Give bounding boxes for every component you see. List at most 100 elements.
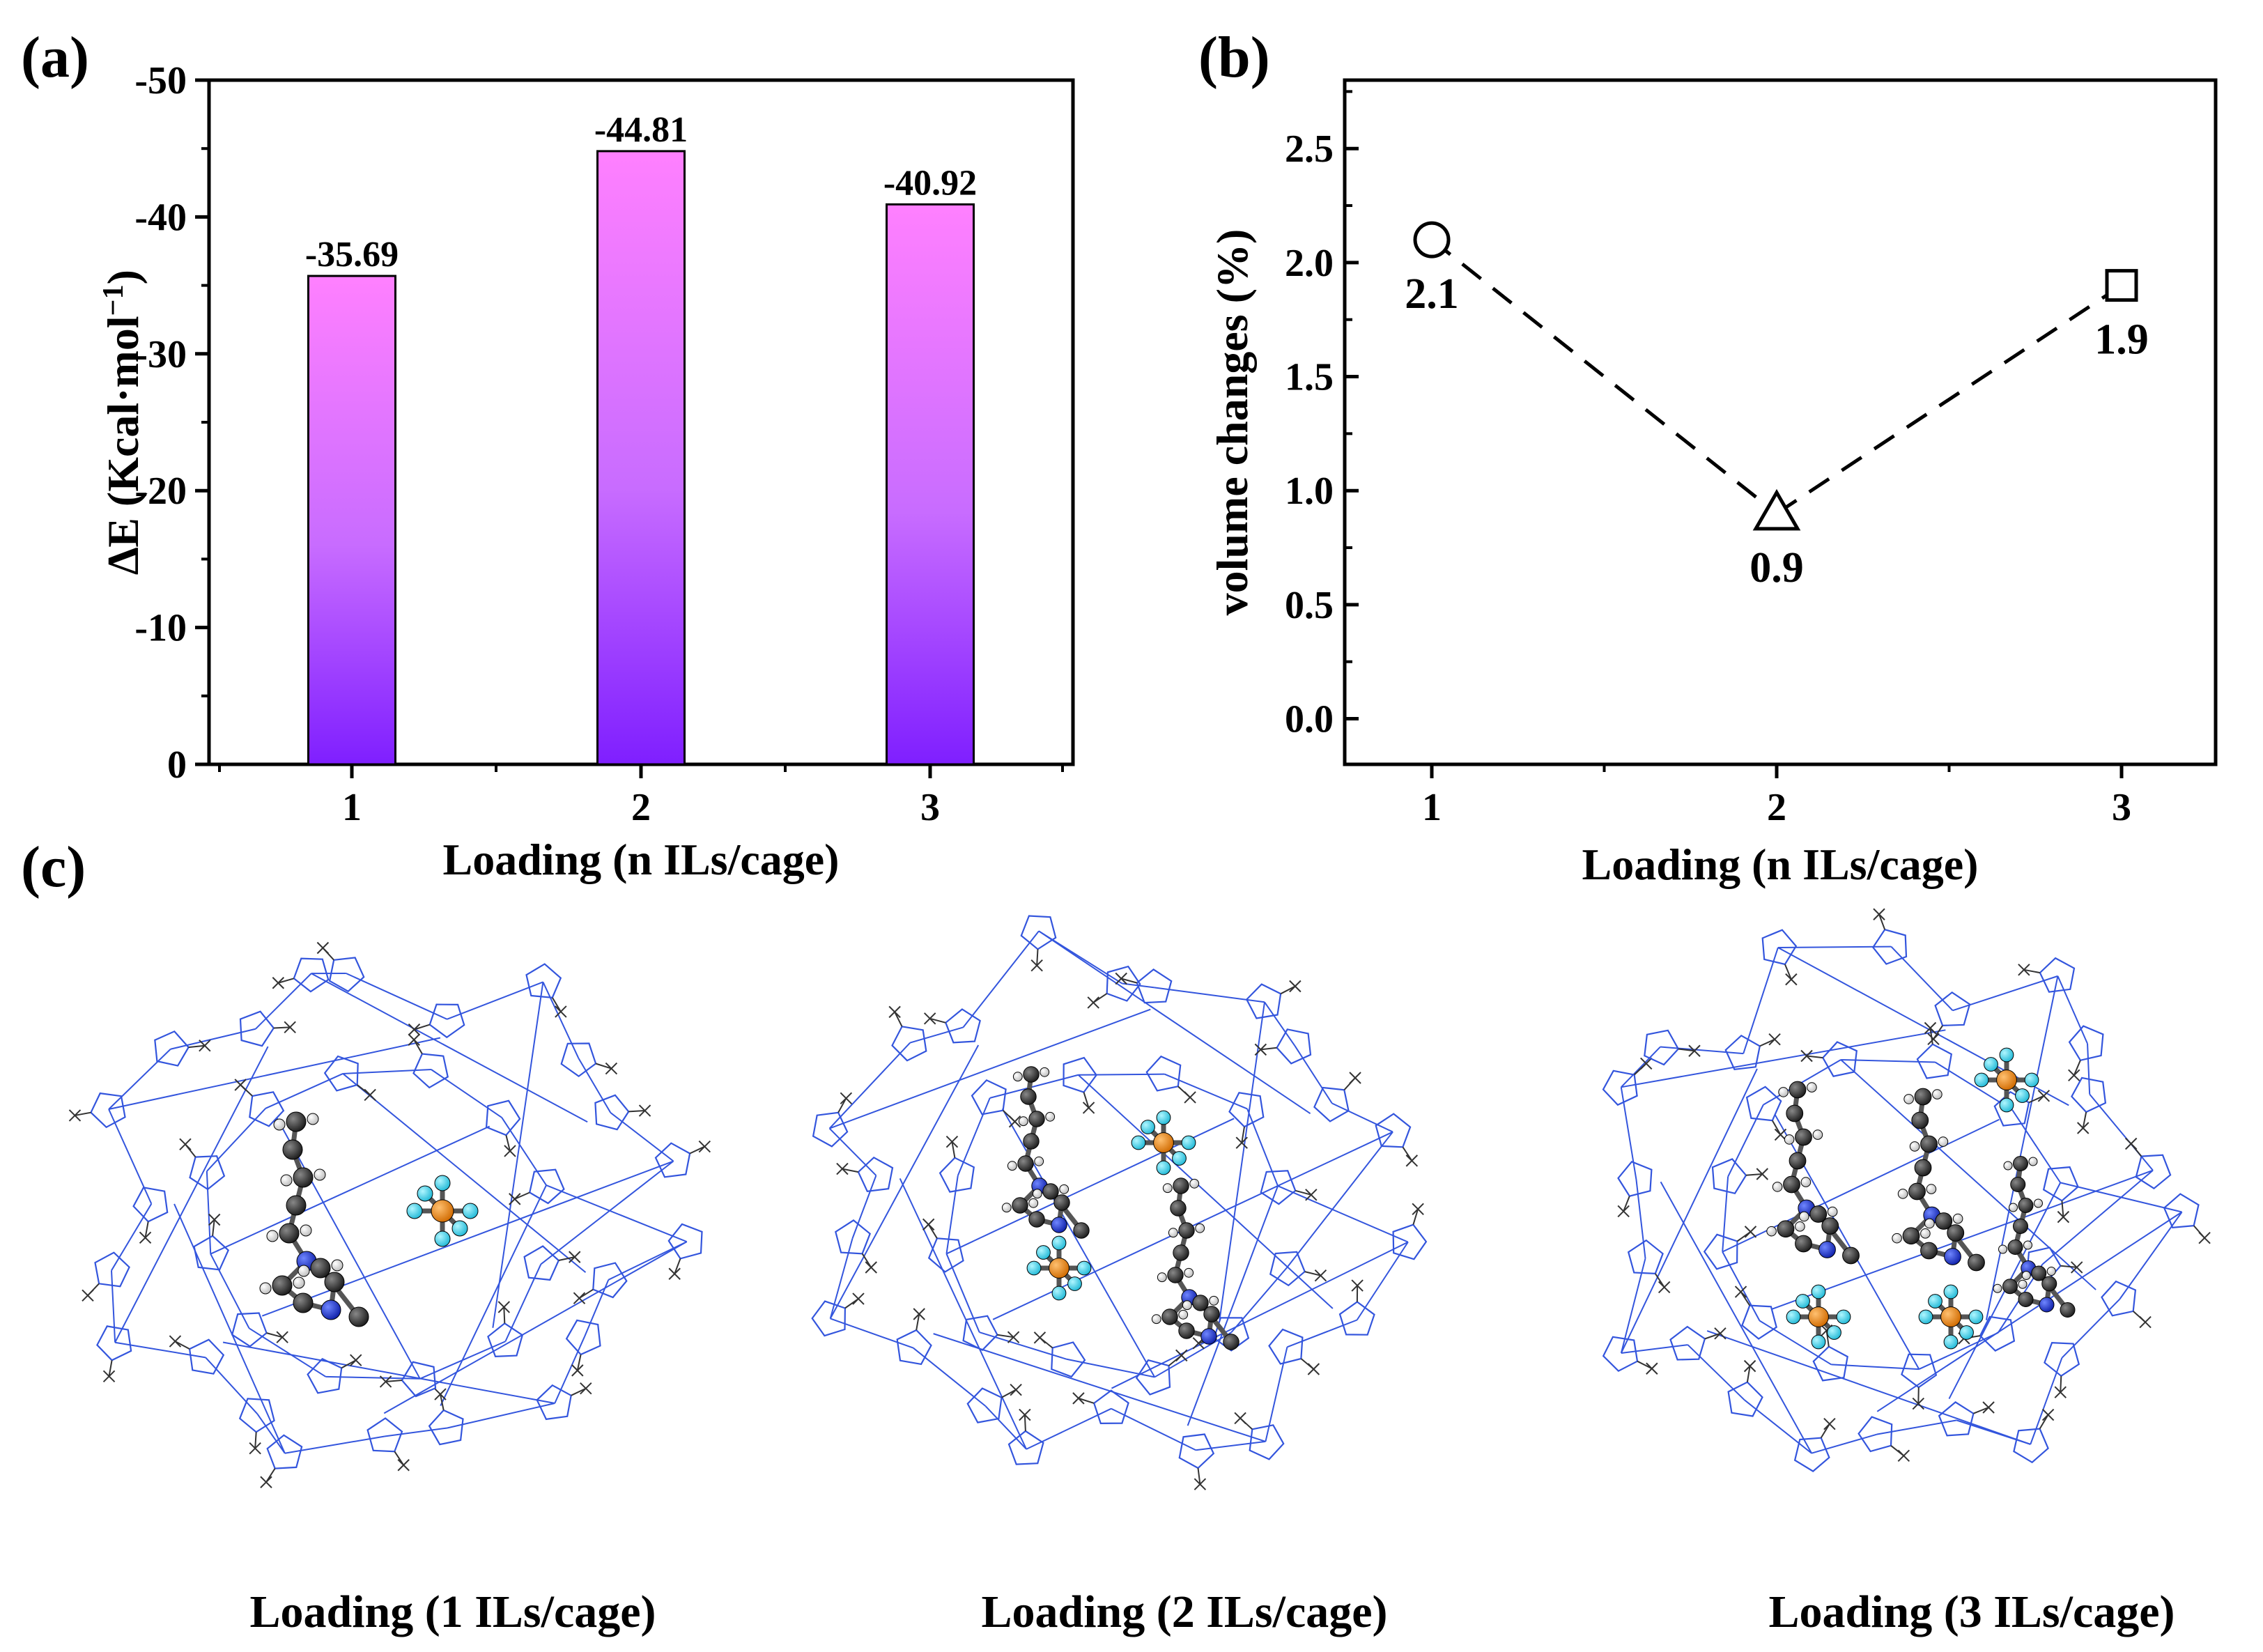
framework-link bbox=[1331, 1102, 1393, 1133]
methyl-bond bbox=[1194, 1478, 1207, 1490]
methyl-bond bbox=[1024, 1414, 1026, 1431]
framework-link bbox=[261, 1160, 674, 1317]
methyl-bond bbox=[514, 1191, 530, 1200]
framework-link bbox=[1219, 1002, 1266, 1320]
framework-link bbox=[945, 1253, 980, 1333]
framework-link bbox=[1831, 1364, 1920, 1371]
methyl-bond bbox=[2124, 1137, 2138, 1150]
hydrogen-atom bbox=[1766, 1226, 1777, 1237]
methyl-bond bbox=[1678, 1048, 1695, 1052]
phosphorus-atom bbox=[1049, 1258, 1069, 1279]
imidazolate-ring bbox=[1269, 1251, 1306, 1287]
carbon-atom bbox=[1968, 1253, 1985, 1272]
fluorine-atom bbox=[1918, 1309, 1933, 1325]
methyl-bond bbox=[212, 1219, 215, 1236]
framework-link bbox=[828, 1042, 911, 1129]
fluorine-atom bbox=[2024, 1072, 2039, 1088]
hydrogen-atom bbox=[1778, 1087, 1789, 1097]
imidazolate-ring bbox=[1724, 1034, 1761, 1070]
framework-link bbox=[504, 1263, 542, 1342]
methyl-bond bbox=[894, 1011, 903, 1027]
fluorine-atom bbox=[1943, 1284, 1959, 1299]
imidazolate-ring bbox=[2101, 1280, 2137, 1317]
hydrogen-atom bbox=[1045, 1111, 1056, 1122]
carbon-atom bbox=[310, 1258, 331, 1279]
methyl-bond bbox=[674, 1258, 681, 1274]
methyl-bond bbox=[1234, 1412, 1246, 1425]
imidazolate-ring bbox=[2044, 1341, 2080, 1377]
y-tick-label-b: 0.0 bbox=[1285, 698, 1334, 741]
imidazolate-ring bbox=[927, 1237, 964, 1273]
framework-link bbox=[1722, 1251, 1761, 1321]
fluorine-atom bbox=[1811, 1284, 1826, 1299]
carbon-atom bbox=[2010, 1177, 2026, 1192]
methyl-bond bbox=[174, 1341, 190, 1350]
imidazolate-ring bbox=[1007, 1430, 1044, 1465]
framework-link bbox=[945, 1175, 959, 1254]
methyl-bond bbox=[284, 1021, 296, 1034]
y-tick-label-a: -50 bbox=[134, 59, 187, 102]
nitrogen-atom bbox=[1051, 1217, 1067, 1233]
methyl-bond bbox=[1743, 1359, 1756, 1373]
framework-link bbox=[1743, 947, 1779, 1054]
scatter-chart-b: 0.0 0.5 1.0 1.5 2.0 2.5 1 2 3 2.1 0.9 1.9 Loading… bbox=[1207, 78, 2218, 889]
methyl-bond bbox=[1019, 1408, 1031, 1421]
y-tick-label-a: -20 bbox=[134, 470, 187, 513]
methyl-bond bbox=[504, 1145, 516, 1157]
framework-link bbox=[1154, 987, 1265, 1003]
x-tick-label-b: 1 bbox=[1422, 786, 1442, 829]
methyl-bond bbox=[2073, 1060, 2081, 1076]
methyl-bond bbox=[913, 1308, 925, 1320]
y-axis-title-a-sup: −1 bbox=[98, 284, 130, 316]
methyl-bond bbox=[1289, 980, 1302, 993]
carbon-atom bbox=[2031, 1265, 2047, 1281]
framework-link bbox=[108, 1037, 441, 1110]
framework-link bbox=[1038, 930, 1311, 1114]
methyl-bond bbox=[179, 1138, 192, 1151]
carbon-atom bbox=[1911, 1111, 1929, 1129]
imidazolate-ring bbox=[90, 1092, 126, 1129]
fluorine-atom bbox=[406, 1203, 423, 1219]
y-tick-label-a: -40 bbox=[134, 196, 187, 239]
carbon-atom bbox=[1789, 1152, 1807, 1170]
hydrogen-atom bbox=[1924, 1218, 1935, 1229]
imidazolate-ring bbox=[1178, 1433, 1215, 1469]
imidazolate-ring bbox=[485, 1099, 521, 1136]
methyl-bond bbox=[1646, 1362, 1658, 1375]
carbon-atom bbox=[1783, 1175, 1800, 1194]
methyl-bond bbox=[2061, 1201, 2064, 1217]
framework-link bbox=[984, 1405, 1027, 1450]
hydrogen-atom bbox=[2023, 1240, 2032, 1250]
carbon-atom bbox=[1795, 1235, 1812, 1253]
panel-label-a: (a) bbox=[21, 25, 89, 90]
imidazolate-ring bbox=[1249, 1424, 1285, 1460]
carbon-atom bbox=[1042, 1183, 1059, 1200]
framework-link bbox=[256, 1413, 286, 1454]
hydrogen-atom bbox=[1168, 1228, 1178, 1238]
methyl-bond bbox=[555, 1005, 567, 1018]
hydrogen-atom bbox=[1151, 1314, 1161, 1325]
imidazolate-ring bbox=[565, 1319, 601, 1356]
methyl-bond bbox=[916, 1313, 920, 1331]
imidazolate-ring bbox=[1644, 1029, 1680, 1066]
imidazolate-ring bbox=[1051, 1341, 1086, 1378]
methyl-bond bbox=[558, 1256, 575, 1261]
methyl-bond bbox=[945, 1135, 959, 1148]
methyl-bond bbox=[408, 1023, 421, 1036]
imidazolate-ring bbox=[189, 1155, 226, 1191]
methyl-bond bbox=[505, 1134, 511, 1152]
imidazolate-ring bbox=[1857, 1416, 1893, 1453]
framework-link bbox=[343, 1068, 431, 1074]
hydrogen-atom bbox=[1209, 1295, 1219, 1306]
methyl-bond bbox=[1746, 1366, 1751, 1382]
framework-link bbox=[1187, 1185, 1279, 1426]
carbon-atom bbox=[1167, 1267, 1184, 1283]
imidazolate-ring bbox=[2068, 1025, 2104, 1062]
carbon-atom bbox=[1809, 1205, 1828, 1223]
framework-link bbox=[311, 973, 588, 1123]
fluorine-atom bbox=[417, 1185, 433, 1202]
methyl-bond bbox=[249, 1442, 261, 1455]
framework-link bbox=[206, 1171, 212, 1254]
methyl-bond bbox=[1314, 1269, 1327, 1282]
